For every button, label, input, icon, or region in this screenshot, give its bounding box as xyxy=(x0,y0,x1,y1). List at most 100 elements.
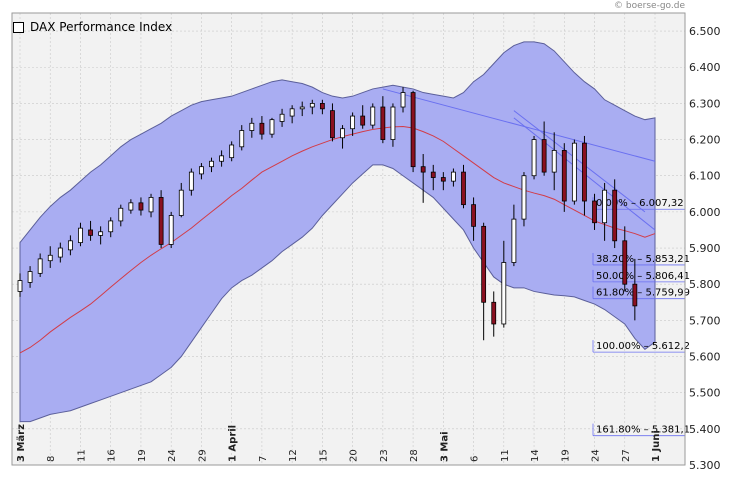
candle-body xyxy=(430,171,436,178)
candle-body xyxy=(158,197,164,245)
x-tick-label: 1 Juni xyxy=(651,430,662,462)
fibonacci-label: 100.00% – 5.612,2 xyxy=(596,341,690,352)
y-tick-label: 5.800 xyxy=(689,278,721,291)
candle-body xyxy=(249,122,255,131)
candle-body xyxy=(118,207,124,222)
candle-body xyxy=(531,139,537,177)
candle-body xyxy=(461,171,466,206)
fibonacci-label: 161.80% – 5.381,1 xyxy=(596,425,690,436)
y-tick-label: 6.300 xyxy=(689,97,721,110)
x-tick-label: 19 xyxy=(560,449,571,462)
candle-body xyxy=(108,220,114,233)
candle-body xyxy=(390,106,396,140)
y-tick-label: 6.100 xyxy=(689,170,721,183)
candle-body xyxy=(612,189,618,242)
candle-body xyxy=(309,103,315,108)
legend-label: DAX Performance Index xyxy=(30,20,173,34)
x-tick-label: 29 xyxy=(197,449,208,462)
x-tick-label: 16 xyxy=(107,449,118,462)
candle-body xyxy=(471,204,476,227)
candle-body xyxy=(622,240,628,285)
legend-checkbox-icon[interactable] xyxy=(13,21,24,33)
fibonacci-label: 61.80% – 5.759,99 xyxy=(596,288,690,299)
candle-body xyxy=(148,197,154,213)
x-tick-label: 27 xyxy=(621,449,632,462)
y-tick-label: 5.900 xyxy=(689,242,721,255)
candle-body xyxy=(491,301,497,325)
candle-body xyxy=(521,175,527,220)
bollinger-band xyxy=(19,41,656,423)
candle-body xyxy=(199,166,204,175)
candle-body xyxy=(78,227,83,244)
trendline xyxy=(513,110,646,213)
plot-frame xyxy=(11,12,686,466)
candle-body xyxy=(128,202,134,211)
candle-body xyxy=(340,128,345,139)
candle-body xyxy=(178,189,184,216)
candle-body xyxy=(632,283,638,307)
candle-body xyxy=(239,130,245,148)
x-tick-label: 7 xyxy=(258,456,269,462)
candle-body xyxy=(330,110,335,139)
candle-body xyxy=(37,258,43,274)
candle-body xyxy=(410,92,416,168)
y-tick-label: 5.400 xyxy=(689,423,721,436)
candle-body xyxy=(481,225,487,303)
x-tick-label: 3 Mai xyxy=(439,431,450,462)
y-tick-label: 5.600 xyxy=(689,351,721,364)
y-tick-label: 5.700 xyxy=(689,314,721,327)
candle-body xyxy=(440,177,446,182)
candle-body xyxy=(571,142,577,202)
candle-body xyxy=(451,171,456,182)
y-tick-label: 6.500 xyxy=(689,25,721,38)
x-tick-label: 11 xyxy=(500,449,511,462)
fibonacci-label: 0.00% – 6.007,32 xyxy=(596,198,684,209)
candle-body xyxy=(400,92,406,108)
candle-body xyxy=(350,115,356,130)
candle-body xyxy=(209,160,214,168)
candle-body xyxy=(219,155,224,162)
candle-body xyxy=(299,106,305,110)
x-tick-label: 23 xyxy=(379,449,390,462)
candle-body xyxy=(138,202,144,211)
candle-body xyxy=(602,189,608,224)
candle-body xyxy=(511,218,517,263)
x-axis: 3 März 8 11 16 19 24 29 1 April 7 12 15 20 23 28 3 Mai… xyxy=(16,424,662,462)
candles xyxy=(17,87,638,341)
candle-body xyxy=(370,106,376,126)
candle-body xyxy=(57,247,63,258)
y-tick-label: 6.400 xyxy=(689,61,721,74)
candle-body xyxy=(420,166,426,173)
candle-body xyxy=(269,119,275,135)
x-tick-label: 11 xyxy=(76,449,87,462)
x-tick-label: 15 xyxy=(318,449,329,462)
candle-body xyxy=(551,150,557,173)
candle-body xyxy=(229,144,235,159)
candle-body xyxy=(541,139,547,173)
y-tick-label: 6.000 xyxy=(689,206,721,219)
moving-average-line xyxy=(19,126,656,354)
candle-body xyxy=(98,231,104,236)
candle-body xyxy=(188,171,194,191)
candle-body xyxy=(67,240,73,251)
x-tick-label: 20 xyxy=(349,449,360,462)
chart-legend: DAX Performance Index xyxy=(13,20,172,34)
x-tick-label: 28 xyxy=(409,449,420,462)
candle-body xyxy=(501,262,507,325)
x-tick-label: 1 April xyxy=(228,425,239,462)
y-tick-label: 5.300 xyxy=(689,459,721,472)
fibonacci-label: 38.20% – 5.853,21 xyxy=(596,254,690,265)
candle-body xyxy=(279,113,285,122)
candle-body xyxy=(380,106,386,140)
trendline xyxy=(382,88,656,162)
candle-body xyxy=(17,280,23,292)
x-tick-label: 14 xyxy=(530,449,541,462)
candle-body xyxy=(168,215,174,245)
fibonacci-levels: 0.00% – 6.007,32 38.20% – 5.853,21 50.00% … xyxy=(592,197,690,437)
x-tick-label: 3 März xyxy=(16,424,27,462)
candle-body xyxy=(582,142,587,202)
x-tick-label: 19 xyxy=(137,449,148,462)
source-credit: © boerse-go.de xyxy=(614,1,685,11)
candle-body xyxy=(592,200,597,224)
